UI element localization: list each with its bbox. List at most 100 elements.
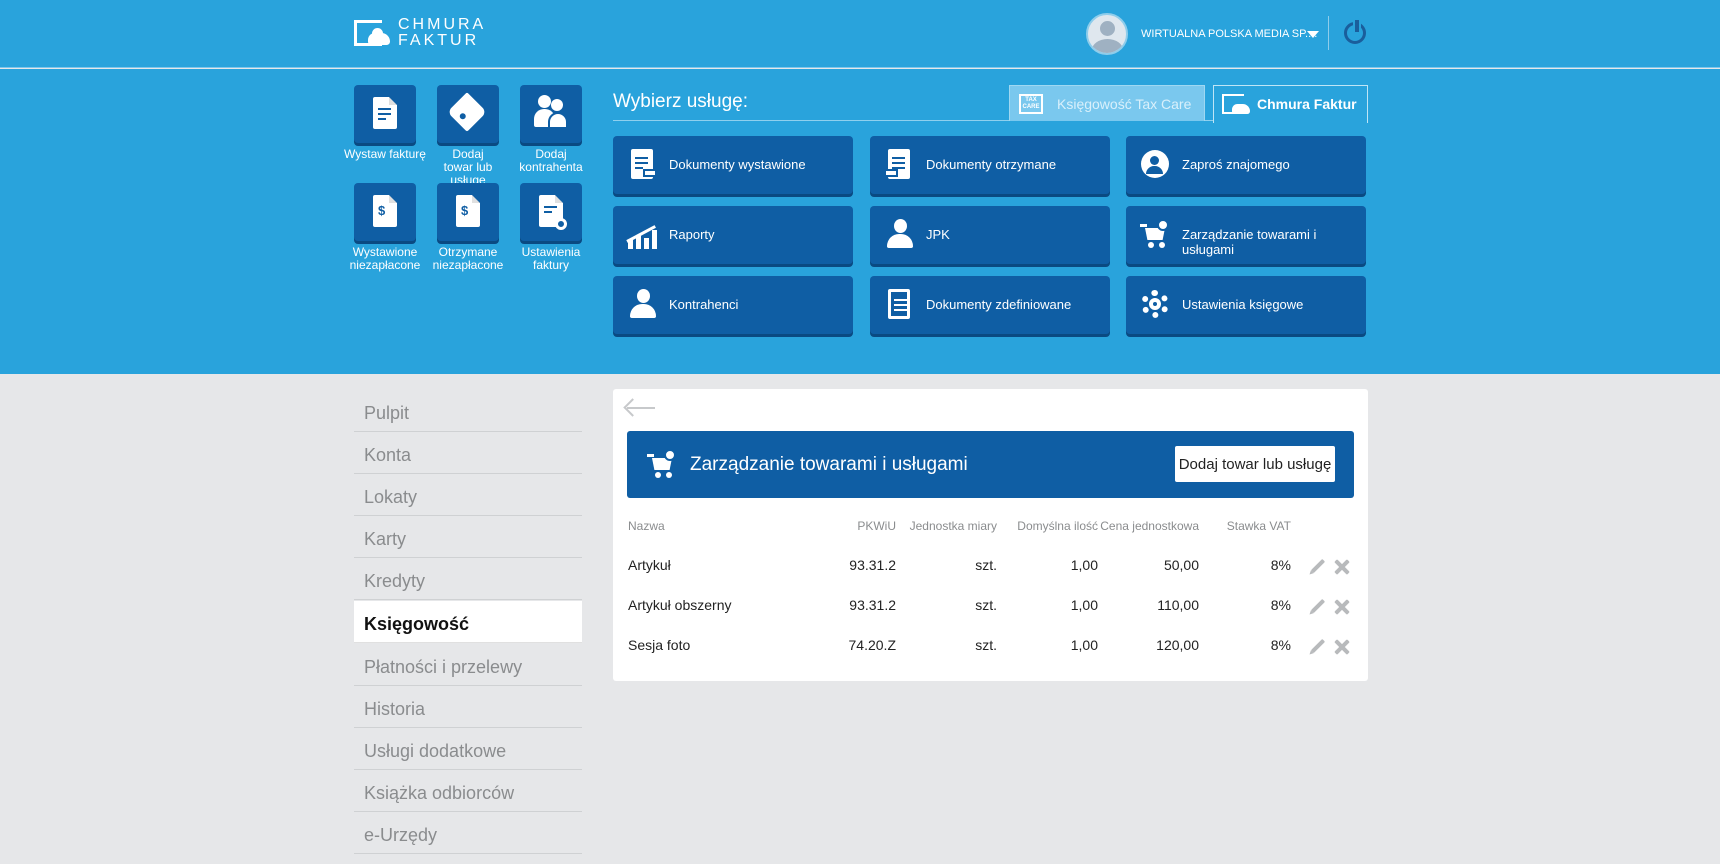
service-accounting-settings[interactable]: Ustawienia księgowe	[1126, 276, 1366, 334]
top-bar: CHMURA FAKTUR WIRTUALNA POLSKA MEDIA SP.…	[0, 0, 1720, 68]
quick-action-issue-invoice[interactable]: Wystaw fakturę	[340, 85, 430, 161]
sidebar-item-e-urzedy[interactable]: e-Urzędy	[354, 812, 582, 854]
document-in-icon	[884, 149, 914, 181]
sidebar-item-platnosci[interactable]: Płatności i przelewy	[354, 644, 582, 686]
cloud-logo-icon	[1222, 94, 1250, 116]
sidebar-item-kredyty[interactable]: Kredyty	[354, 558, 582, 600]
service-contractors[interactable]: Kontrahenci	[613, 276, 853, 334]
cart-icon	[1140, 219, 1170, 251]
column-header-pkwiu[interactable]: PKWiU	[857, 519, 896, 533]
service-label: Raporty	[669, 227, 715, 242]
logo-text: CHMURA FAKTUR	[398, 17, 486, 49]
service-label: Dokumenty otrzymane	[926, 157, 1057, 172]
logo-line-2: FAKTUR	[398, 32, 480, 49]
quick-action-label: Ustawienia faktury	[521, 245, 581, 272]
choose-service-label: Wybierz usługę:	[613, 91, 748, 112]
sidebar-item-ksiazka-odbiorcow[interactable]: Książka odbiorców	[354, 770, 582, 812]
sidebar-item-lokaty[interactable]: Lokaty	[354, 474, 582, 516]
service-label: JPK	[926, 227, 950, 242]
invoice-in-icon: $	[437, 183, 499, 241]
cell-default-qty: 1,00	[1070, 637, 1098, 653]
tab-tax-care[interactable]: TAX CARE Księgowość Tax Care	[1009, 85, 1205, 121]
invite-icon	[1140, 149, 1170, 181]
sidebar-item-pulpit[interactable]: Pulpit	[354, 390, 582, 432]
avatar[interactable]	[1086, 13, 1128, 55]
person-icon	[884, 219, 914, 251]
service-defined-documents[interactable]: Dokumenty zdefiniowane	[870, 276, 1110, 334]
sidebar-item-historia[interactable]: Historia	[354, 686, 582, 728]
cell-default-qty: 1,00	[1070, 557, 1098, 573]
quick-action-issued-unpaid[interactable]: $ Wystawione niezapłacone	[340, 183, 430, 272]
edit-icon[interactable]	[1310, 638, 1326, 654]
tabs-divider	[613, 120, 1367, 121]
service-label: Kontrahenci	[669, 297, 739, 312]
add-product-button[interactable]: Dodaj towar lub usługę	[1175, 446, 1335, 482]
quick-action-label: Wystawione niezapłacone	[349, 245, 421, 272]
quick-action-add-product[interactable]: Dodaj towar lub usługę	[423, 85, 513, 187]
cell-pkwiu: 93.31.2	[849, 557, 896, 573]
service-label: Dokumenty zdefiniowane	[926, 297, 1072, 312]
cell-unit: szt.	[975, 637, 997, 653]
cart-icon	[647, 449, 677, 481]
tab-chmura-faktur[interactable]: Chmura Faktur	[1213, 85, 1368, 123]
chevron-down-icon[interactable]	[1307, 31, 1319, 38]
power-icon[interactable]	[1344, 18, 1366, 44]
cell-unit-price: 120,00	[1156, 637, 1199, 653]
service-label: Zaproś znajomego	[1182, 157, 1290, 172]
delete-icon[interactable]	[1334, 599, 1350, 615]
sidebar-item-karty[interactable]: Karty	[354, 516, 582, 558]
service-label: Dokumenty wystawione	[669, 157, 806, 172]
sidebar-item-ksiegowosc[interactable]: Księgowość	[354, 601, 582, 643]
contractor-icon	[627, 289, 657, 321]
cell-name: Artykuł	[628, 557, 671, 573]
service-received-documents[interactable]: Dokumenty otrzymane	[870, 136, 1110, 194]
tab-label: Księgowość Tax Care	[1057, 96, 1192, 112]
service-products-management[interactable]: Zarządzanie towarami i usługami	[1126, 206, 1366, 264]
cell-unit-price: 50,00	[1163, 557, 1199, 573]
cell-name: Artykuł obszerny	[628, 597, 732, 613]
back-arrow-icon[interactable]	[627, 407, 655, 409]
service-jpk[interactable]: JPK	[870, 206, 1110, 264]
cell-vat: 8%	[1270, 557, 1291, 573]
edit-icon[interactable]	[1310, 558, 1326, 574]
service-label: Ustawienia księgowe	[1182, 297, 1304, 312]
quick-action-label: Otrzymane niezapłacone	[432, 245, 504, 272]
quick-action-add-contractor[interactable]: Dodaj kontrahenta	[506, 85, 596, 174]
delete-icon[interactable]	[1334, 559, 1350, 575]
service-reports[interactable]: Raporty	[613, 206, 853, 264]
cell-pkwiu: 93.31.2	[849, 597, 896, 613]
column-header-vat[interactable]: Stawka VAT	[1226, 519, 1291, 533]
sidebar-item-uslugi-dodatkowe[interactable]: Usługi dodatkowe	[354, 728, 582, 770]
document-out-icon	[627, 149, 657, 181]
document-list-icon	[884, 289, 914, 321]
cell-default-qty: 1,00	[1070, 597, 1098, 613]
quick-action-invoice-settings[interactable]: Ustawienia faktury	[506, 183, 596, 272]
column-header-default-qty[interactable]: Domyślna ilość	[1017, 519, 1098, 533]
column-header-name[interactable]: Nazwa	[628, 519, 665, 533]
cell-unit-price: 110,00	[1157, 597, 1199, 613]
delete-icon[interactable]	[1334, 639, 1350, 655]
invoice-out-icon: $	[354, 183, 416, 241]
quick-action-received-unpaid[interactable]: $ Otrzymane niezapłacone	[423, 183, 513, 272]
cloud-logo-icon	[354, 18, 390, 48]
cell-name: Sesja foto	[628, 637, 691, 653]
header-divider	[1328, 16, 1329, 50]
logo[interactable]: CHMURA FAKTUR	[354, 16, 486, 50]
panel-header: Zarządzanie towarami i usługami Dodaj to…	[627, 431, 1354, 498]
service-invite-friend[interactable]: Zaproś znajomego	[1126, 136, 1366, 194]
column-header-unit[interactable]: Jednostka miary	[909, 519, 997, 533]
chart-icon	[626, 219, 657, 251]
gear-icon	[1140, 289, 1170, 321]
document-settings-icon	[520, 183, 582, 241]
user-name[interactable]: WIRTUALNA POLSKA MEDIA SP....	[1141, 28, 1318, 40]
service-label: Zarządzanie towarami i usługami	[1182, 227, 1317, 257]
page-title: Zarządzanie towarami i usługami	[690, 454, 968, 475]
column-header-unit-price[interactable]: Cena jednostkowa	[1100, 519, 1199, 533]
cell-vat: 8%	[1270, 597, 1291, 613]
service-issued-documents[interactable]: Dokumenty wystawione	[613, 136, 853, 194]
cell-vat: 8%	[1270, 637, 1291, 653]
tab-label: Chmura Faktur	[1257, 96, 1357, 112]
edit-icon[interactable]	[1310, 598, 1326, 614]
sidebar-item-konta[interactable]: Konta	[354, 432, 582, 474]
tag-add-icon	[437, 85, 499, 143]
